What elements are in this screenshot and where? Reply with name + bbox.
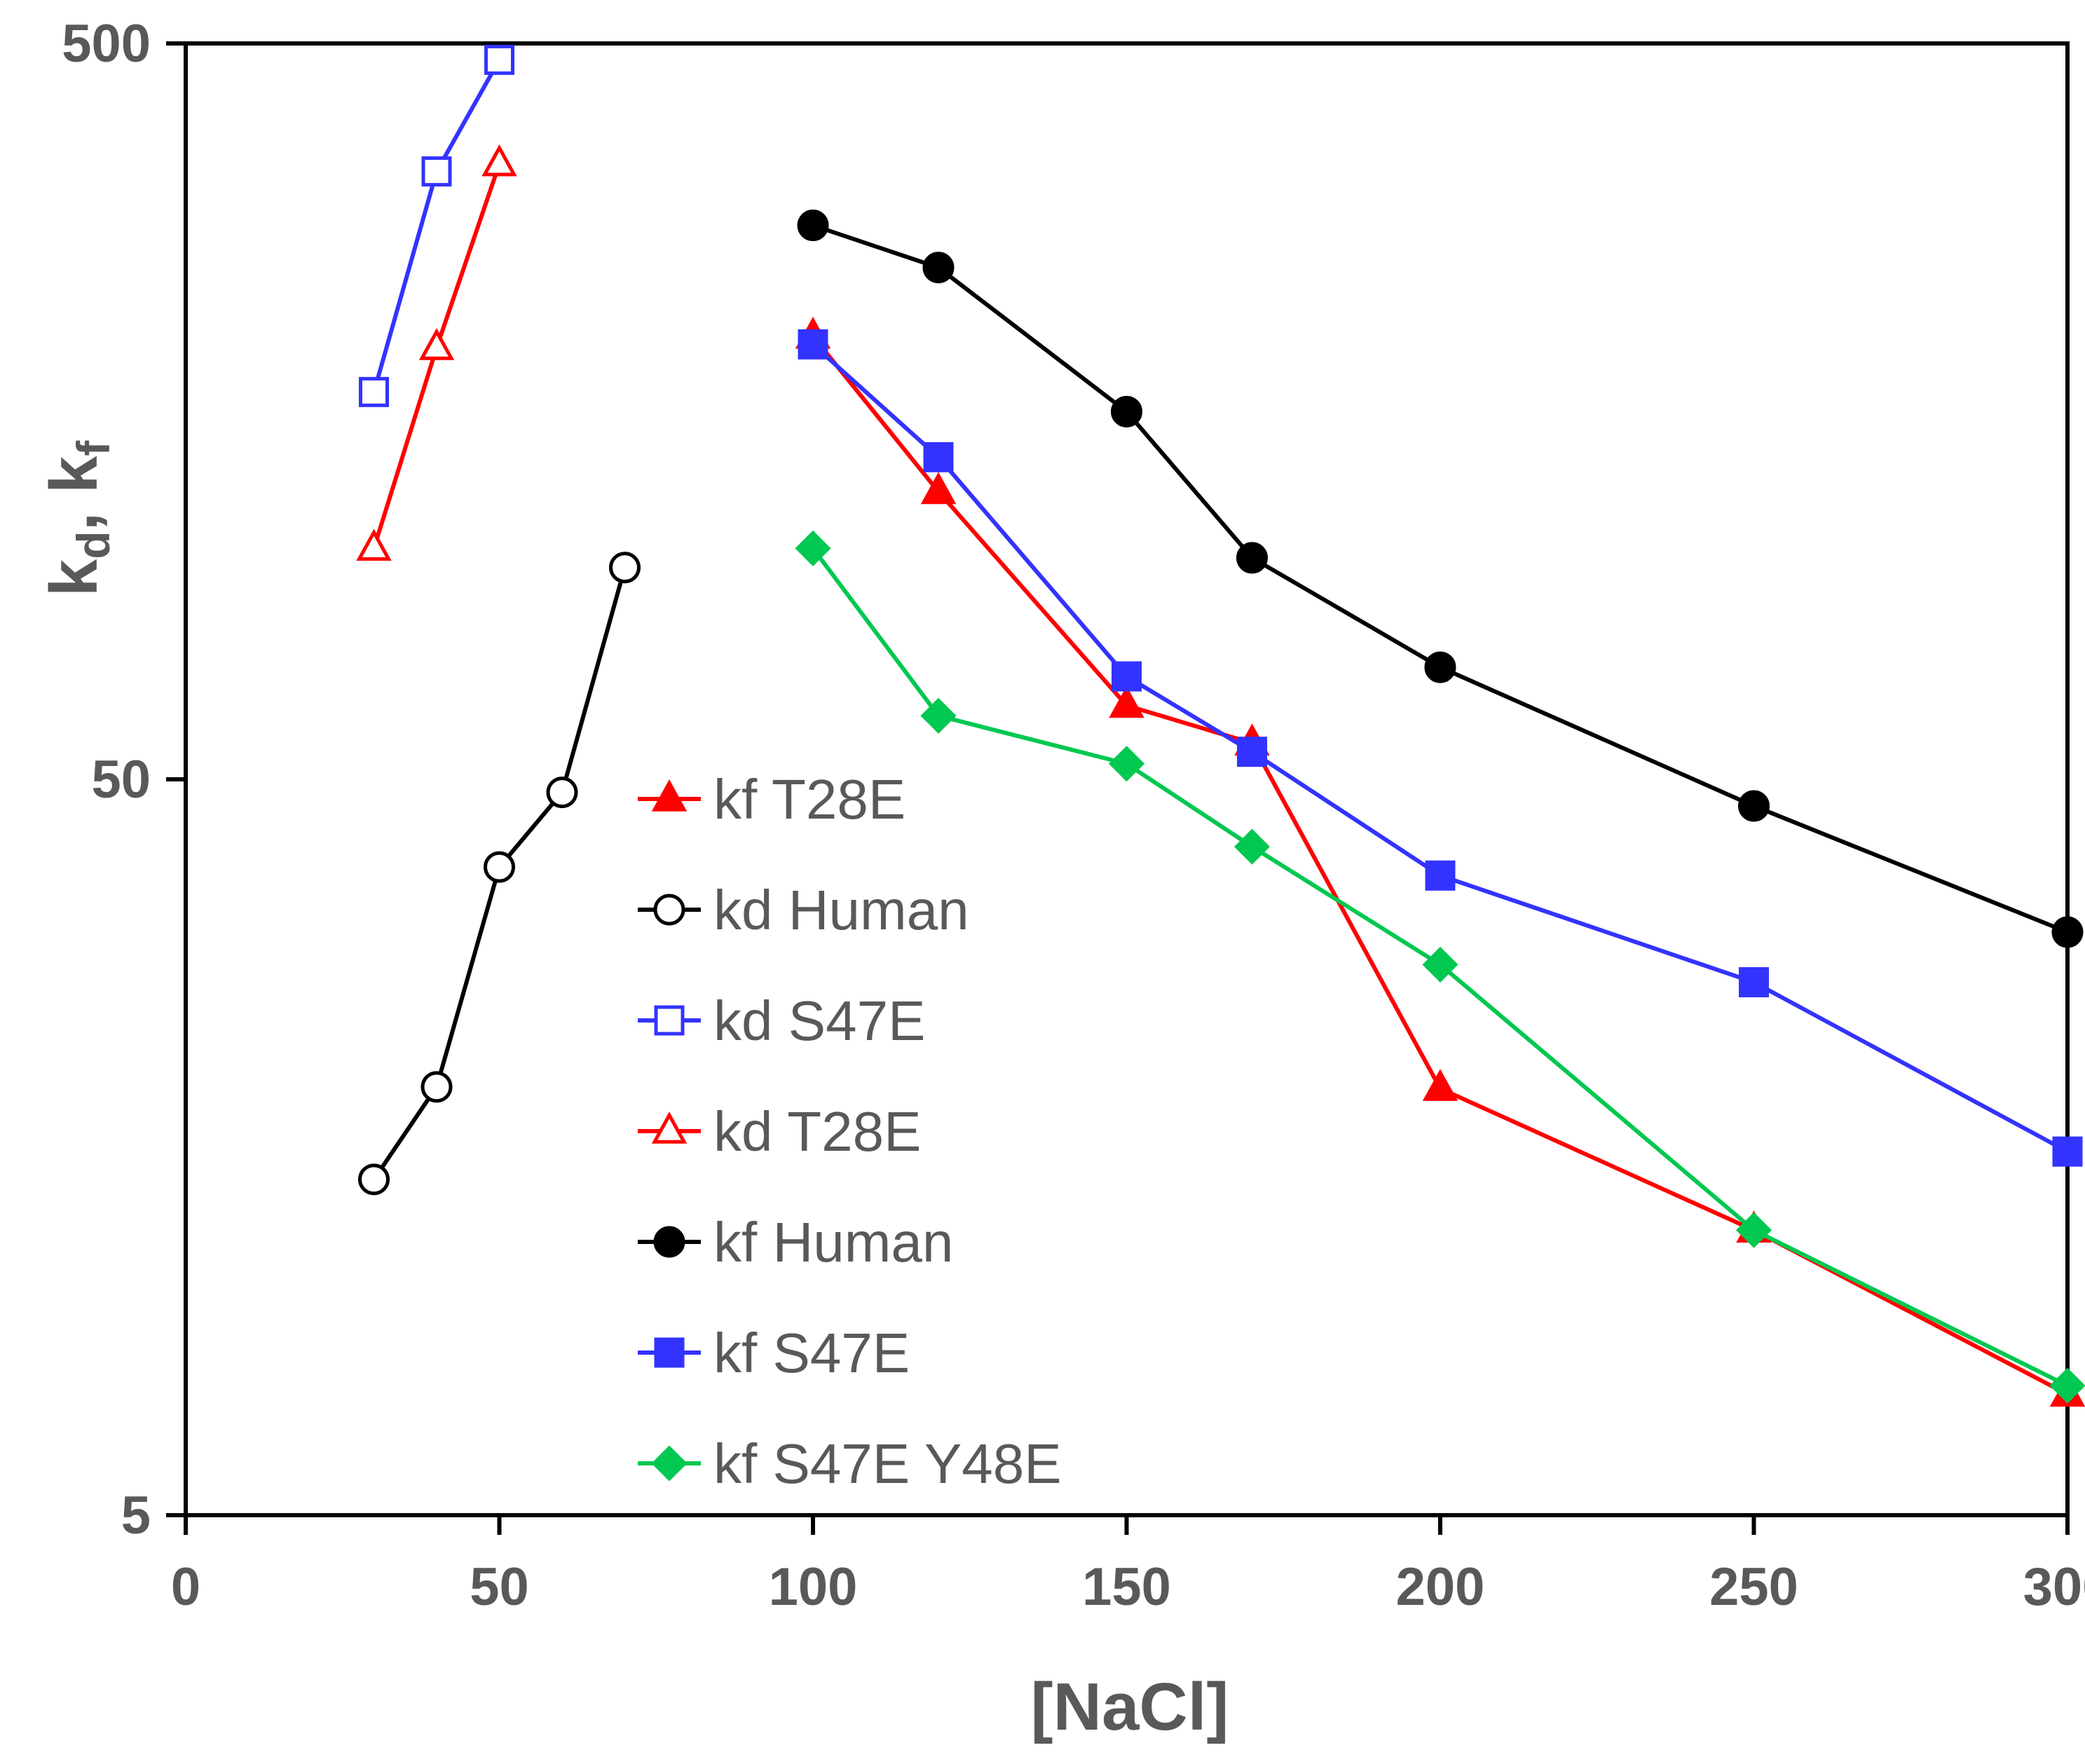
data-point-kf-s47e-y48e (1233, 828, 1271, 865)
y-axis-title: kd, kf (36, 440, 119, 596)
legend-item-kf-human: kf Human (638, 1211, 953, 1273)
series-kf-s47e (798, 329, 2083, 1167)
x-tick-label: 250 (1709, 1557, 1798, 1617)
data-point-kf-s47e (2052, 1136, 2083, 1167)
data-point-kd-human (484, 851, 515, 883)
data-point-kf-human (1236, 542, 1268, 574)
data-point-kd-human (421, 1071, 453, 1103)
data-point-kf-s47e (1425, 860, 1456, 891)
data-point-kd-s47e (484, 44, 514, 75)
y-axis-title-k1: k (36, 559, 111, 596)
data-point-kf-s47e-y48e (1735, 1212, 1772, 1248)
y-tick-label: 50 (91, 750, 151, 809)
series-kd-s47e (359, 44, 514, 407)
legend-item-kd-human: kd Human (638, 879, 969, 941)
legend-label-kd-s47e: kd S47E (713, 990, 925, 1052)
legend-marker-kf-s47e (654, 1337, 685, 1368)
data-point-kf-s47e (923, 442, 954, 472)
axes: 0 50 100 150 200 250 300 5 50 500 (62, 14, 2085, 1617)
data-point-kf-human (1738, 790, 1770, 822)
series-kf-s47e-y48e (795, 530, 2085, 1404)
x-axis-title: [NaCl] (1031, 1669, 1229, 1744)
data-point-kd-s47e (359, 376, 389, 407)
x-tick-label: 50 (470, 1557, 529, 1617)
data-point-kf-s47e (1237, 737, 1267, 767)
data-point-kf-s47e-y48e (795, 530, 831, 566)
data-point-kf-s47e (1739, 967, 1769, 998)
data-point-kf-human (797, 210, 829, 242)
x-tick-label: 0 (171, 1557, 200, 1617)
x-tick-label: 150 (1082, 1557, 1171, 1617)
y-axis-title-sep: , (36, 493, 111, 531)
legend-marker-kd-t28e (651, 1112, 688, 1144)
y-axis-title-k2: k (36, 456, 111, 493)
legend-label-kf-t28e: kf T28E (713, 768, 905, 830)
data-point-kf-human (1111, 395, 1142, 428)
data-point-kd-t28e (418, 328, 455, 360)
legend-item-kd-t28e: kd T28E (638, 1100, 921, 1163)
data-point-kf-s47e-y48e (920, 697, 957, 734)
legend-item-kf-s47e-y48e: kf S47E Y48E (638, 1433, 1062, 1495)
data-point-kf-s47e (1112, 661, 1142, 692)
data-point-kf-t28e (920, 472, 957, 505)
x-tick-label: 100 (769, 1557, 858, 1617)
x-tick-label: 200 (1396, 1557, 1485, 1617)
legend-label-kf-s47e: kf S47E (713, 1322, 910, 1384)
legend-label-kf-human: kf Human (713, 1211, 953, 1273)
plot-series (356, 44, 2085, 1407)
legend-label-kd-t28e: kd T28E (713, 1100, 921, 1163)
legend-item-kf-s47e: kf S47E (638, 1322, 910, 1384)
data-point-kf-human (2051, 916, 2084, 948)
data-point-kf-s47e-y48e (1422, 946, 1458, 983)
y-tick-label: 5 (121, 1486, 151, 1545)
legend-marker-kf-human (653, 1226, 685, 1258)
data-point-kf-human (1424, 651, 1456, 683)
data-point-kd-t28e (481, 144, 517, 177)
data-point-kf-s47e-y48e (2049, 1367, 2085, 1404)
data-point-kd-human (546, 777, 578, 809)
data-point-kd-human (358, 1163, 390, 1196)
legend-marker-kf-s47e-y48e (651, 1445, 688, 1482)
legend-marker-kd-human (653, 894, 685, 926)
legend: kf T28E kd Human kd S47E kd T28E kf Human kf … (638, 768, 1062, 1495)
x-tick-label: 300 (2023, 1557, 2085, 1617)
data-point-kf-human (922, 252, 955, 284)
data-point-kf-t28e (1422, 1069, 1458, 1101)
data-point-kd-t28e (356, 528, 392, 561)
legend-item-kf-t28e: kf T28E (638, 768, 905, 830)
series-kd-human (358, 552, 641, 1196)
data-point-kf-s47e-y48e (1108, 746, 1145, 782)
data-point-kd-s47e (421, 156, 452, 187)
legend-marker-kd-s47e (654, 1005, 685, 1036)
legend-item-kd-s47e: kd S47E (638, 990, 925, 1052)
y-tick-label: 500 (62, 14, 151, 74)
data-point-kd-human (609, 552, 641, 584)
legend-marker-kf-t28e (651, 779, 688, 812)
series-kd-t28e (356, 144, 517, 561)
data-point-kf-s47e (798, 329, 828, 360)
legend-label-kf-s47e-y48e: kf S47E Y48E (713, 1433, 1062, 1495)
y-axis-title-sub-d: d (67, 531, 119, 559)
series-kf-human (797, 210, 2084, 948)
data-point-kf-t28e (1109, 685, 1144, 718)
y-axis-title-sub-f: f (67, 440, 119, 456)
legend-label-kd-human: kd Human (713, 879, 969, 941)
